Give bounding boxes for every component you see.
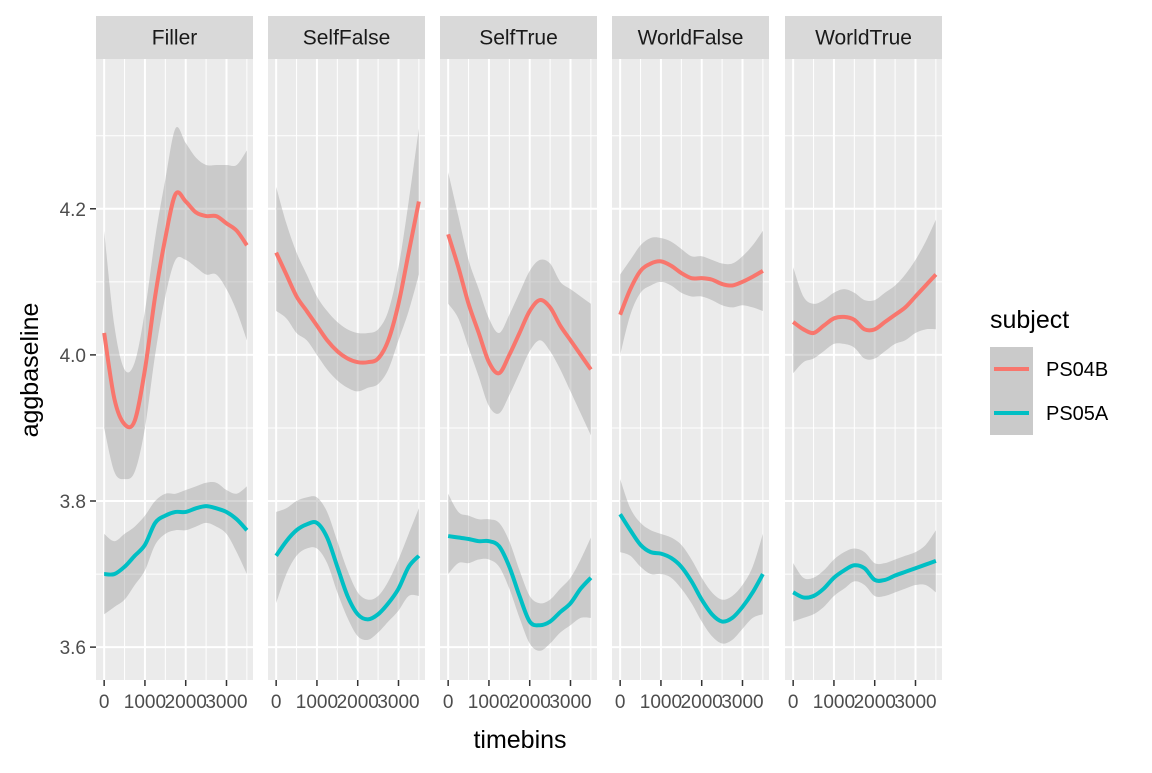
x-tick-label: 3000 [549,692,591,713]
legend-title: subject [990,306,1069,334]
x-tick-label: 1000 [296,692,338,713]
x-tick-label: 2000 [681,692,723,713]
series-line-ps05a [792,559,937,600]
confidence-band-ps05a [276,496,419,641]
x-tick-label: 3000 [721,692,763,713]
facet-strip [612,16,769,59]
legend-item-ps05a: PS05A [990,391,1109,435]
x-axis-title: timebins [473,726,566,754]
x-tick-label: 2000 [509,692,551,713]
facet-strip-label: SelfTrue [479,27,558,50]
y-tick-label: 4.0 [60,346,86,367]
facet-strip [268,16,425,59]
y-axis-title: aggbaseline [16,303,44,438]
facet-strip [96,16,253,59]
series-line-ps04b [446,233,593,376]
x-tick-label: 2000 [165,692,207,713]
x-tick-label: 0 [443,692,454,713]
confidence-band-ps05a [448,493,591,651]
confidence-band-ps05a [793,530,936,622]
legend: subject PS04B PS05A [990,306,1109,435]
x-tick-label: 2000 [854,692,896,713]
series-line-ps04b [274,201,421,365]
confidence-band-ps04b [276,128,419,392]
y-tick-label: 4.2 [60,200,86,221]
x-tick-label: 0 [788,692,799,713]
facet-strip-label: SelfFalse [303,27,391,50]
confidence-band-ps05a [620,479,763,644]
facet-strip [785,16,942,59]
x-tick-label: 1000 [124,692,166,713]
legend-item-ps04b: PS04B [990,347,1108,391]
x-tick-label: 0 [99,692,110,713]
x-tick-label: 3000 [377,692,419,713]
x-tick-label: 0 [615,692,626,713]
x-tick-label: 3000 [894,692,936,713]
x-tick-label: 1000 [640,692,682,713]
series-line-ps05a [274,520,421,622]
x-tick-label: 1000 [468,692,510,713]
legend-label: PS05A [1046,403,1109,425]
y-tick-label: 3.8 [60,492,86,513]
confidence-band-ps04b [793,219,936,374]
series-line-ps04b [102,190,249,430]
legend-label: PS04B [1046,359,1108,381]
confidence-band-ps05a [104,482,247,615]
x-tick-label: 3000 [205,692,247,713]
facet-strip-label: Filler [152,27,198,50]
series-line-ps05a [447,534,593,628]
facet-strip [440,16,597,59]
x-tick-label: 1000 [813,692,855,713]
confidence-band-ps04b [448,172,591,436]
series-line-ps05a [618,513,765,624]
series-line-ps04b [618,259,764,316]
facet-strip-label: WorldFalse [638,27,744,50]
y-tick-label: 3.6 [60,638,86,659]
series-line-ps04b [791,273,938,336]
facet-strip-label: WorldTrue [815,27,912,50]
x-tick-label: 2000 [337,692,379,713]
x-tick-label: 0 [271,692,282,713]
series-line-ps05a [104,504,249,577]
y-axis: 3.6 3.8 4.0 4.2 [60,200,96,659]
